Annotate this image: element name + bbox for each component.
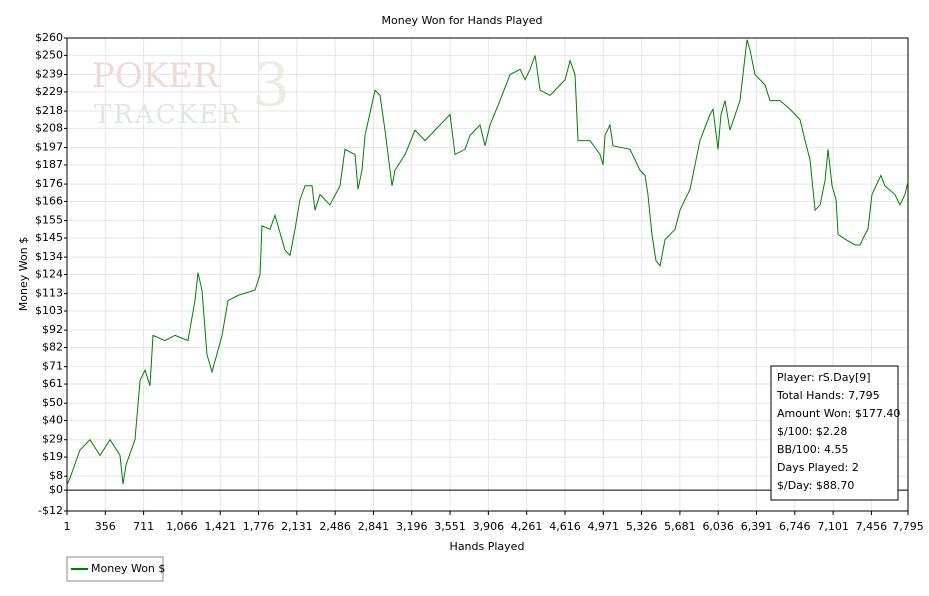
x-tick-label: 1	[64, 520, 71, 533]
y-tick-label: $29	[42, 433, 63, 446]
info-box	[770, 365, 899, 501]
x-tick-label: 3,196	[396, 520, 428, 533]
info-text: BB/100: 4.55	[777, 443, 849, 456]
y-tick-label: $19	[42, 450, 63, 463]
x-tick-label: 5,326	[626, 520, 658, 533]
x-axis-label: Hands Played	[450, 540, 525, 553]
x-tick-label: 6,391	[741, 520, 773, 533]
x-tick-label: 2,131	[281, 520, 313, 533]
x-tick-label: 1,066	[166, 520, 198, 533]
x-tick-label: 1,776	[243, 520, 275, 533]
y-tick-label: $166	[35, 194, 63, 207]
x-tick-label: 7,795	[892, 520, 924, 533]
y-axis-label: Money Won $	[17, 237, 30, 311]
x-tick-label: 7,101	[817, 520, 849, 533]
x-tick-label: 711	[133, 520, 154, 533]
watermark: TRACKER	[94, 100, 242, 130]
x-tick-label: 4,971	[588, 520, 620, 533]
y-tick-label: $0	[49, 483, 63, 496]
y-tick-label: $187	[35, 158, 63, 171]
y-tick-label: $155	[35, 214, 63, 227]
x-tick-label: 2,486	[319, 520, 351, 533]
chart-title: Money Won for Hands Played	[382, 14, 543, 27]
x-tick-label: 6,746	[779, 520, 811, 533]
info-text: Amount Won: $177.40	[777, 407, 900, 420]
x-tick-label: 7,456	[856, 520, 888, 533]
y-tick-label: $239	[35, 68, 63, 81]
y-tick-label: $92	[42, 323, 63, 336]
y-tick-label: $8	[49, 469, 63, 482]
x-tick-label: 356	[95, 520, 116, 533]
y-tick-label: $250	[35, 48, 63, 61]
x-tick-label: 5,681	[664, 520, 696, 533]
y-tick-label: $218	[35, 104, 63, 117]
y-tick-label: $82	[42, 341, 63, 354]
y-tick-label: $176	[35, 177, 63, 190]
watermark: 3	[252, 51, 290, 121]
x-tick-label: 3,551	[434, 520, 466, 533]
x-tick-label: 2,841	[358, 520, 390, 533]
watermark: POKER	[92, 56, 220, 96]
info-text: $/Day: $88.70	[777, 479, 854, 492]
y-tick-label: $40	[42, 414, 63, 427]
info-text: Total Hands: 7,795	[776, 389, 880, 402]
y-tick-label: $145	[35, 231, 63, 244]
y-tick-label: $229	[35, 85, 63, 98]
y-tick-label: $71	[42, 360, 63, 373]
y-tick-label: $113	[35, 287, 63, 300]
y-tick-label: $197	[35, 141, 63, 154]
x-tick-label: 4,261	[511, 520, 543, 533]
y-tick-label: $103	[35, 304, 63, 317]
x-tick-label: 4,616	[549, 520, 581, 533]
y-tick-label: $61	[42, 377, 63, 390]
y-tick-label: $124	[35, 268, 63, 281]
x-tick-label: 6,036	[702, 520, 734, 533]
y-tick-label: $134	[35, 250, 63, 263]
data-line	[66, 39, 909, 486]
info-text: $/100: $2.28	[777, 425, 847, 438]
info-text: Days Played: 2	[777, 461, 859, 474]
y-tick-label: $208	[35, 121, 63, 134]
x-tick-label: 1,421	[204, 520, 236, 533]
legend-label: Money Won $	[91, 562, 165, 575]
y-tick-label: $260	[35, 31, 63, 44]
x-tick-label: 3,906	[473, 520, 505, 533]
info-text: Player: rS.Day[9]	[777, 371, 871, 384]
y-tick-label: -$12	[38, 504, 63, 517]
y-tick-label: $50	[42, 396, 63, 409]
